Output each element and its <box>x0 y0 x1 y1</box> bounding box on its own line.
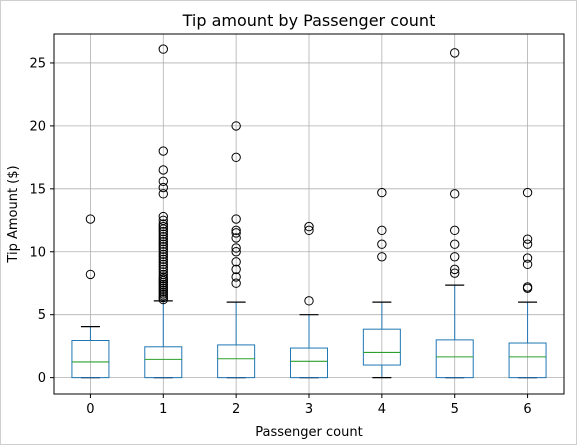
outlier-point <box>304 221 314 232</box>
outlier-point <box>450 239 460 249</box>
outlier-point <box>231 214 241 224</box>
outlier-point <box>158 165 168 175</box>
iqr-box <box>144 346 183 379</box>
outlier-point <box>158 182 168 193</box>
box-group <box>362 187 401 379</box>
outlier-point <box>158 229 168 239</box>
outlier-point <box>158 249 168 259</box>
outlier-point <box>158 234 168 244</box>
outlier-point <box>450 252 460 262</box>
outlier-point <box>231 264 241 275</box>
outlier-point <box>158 215 168 225</box>
outlier-point <box>231 257 241 267</box>
box-group <box>217 121 256 379</box>
outlier-point <box>158 221 168 232</box>
outlier-point <box>522 239 533 249</box>
outlier-point <box>231 247 241 257</box>
outlier-point <box>377 239 387 249</box>
outlier-point <box>158 257 168 267</box>
iqr-box <box>435 339 474 379</box>
y-tick-label: 20 <box>29 119 46 134</box>
x-tick-label: 5 <box>451 402 459 417</box>
outlier-point <box>377 187 387 198</box>
outlier-point <box>522 187 533 198</box>
outlier-point <box>85 269 96 280</box>
outlier-point <box>158 254 168 265</box>
outlier-point <box>231 225 241 236</box>
boxplot-series <box>71 44 547 379</box>
outlier-point <box>158 189 168 199</box>
outlier-point <box>158 269 168 280</box>
iqr-box <box>508 342 547 379</box>
iqr-box <box>217 344 256 379</box>
iqr-box <box>71 340 110 379</box>
box-group <box>435 48 474 379</box>
y-tick-label: 25 <box>29 56 46 71</box>
outlier-point <box>158 146 168 156</box>
x-tick-label: 2 <box>232 402 240 417</box>
outlier-point <box>231 233 241 243</box>
outlier-point <box>158 264 168 275</box>
outlier-point <box>450 189 460 199</box>
outlier-point <box>158 242 168 252</box>
x-tick-label: 1 <box>159 402 167 417</box>
outlier-point <box>304 225 314 236</box>
outlier-point <box>450 48 460 58</box>
outlier-point <box>158 247 168 257</box>
iqr-box <box>362 328 401 366</box>
x-tick-label: 6 <box>523 402 531 417</box>
outlier-point <box>377 225 387 236</box>
outlier-point <box>158 236 168 247</box>
outlier-point <box>231 152 241 163</box>
outlier-point <box>522 234 533 244</box>
outlier-point <box>231 228 241 238</box>
outlier-point <box>522 282 533 292</box>
outlier-point <box>450 268 460 278</box>
x-tick-label: 4 <box>378 402 386 417</box>
outlier-point <box>158 267 168 277</box>
axes: 0 5 10 15 20 25 0 1 2 3 4 5 6 <box>29 56 531 417</box>
box-group <box>508 187 547 379</box>
y-tick-label: 0 <box>38 371 46 386</box>
outlier-point <box>231 272 241 282</box>
outlier-point <box>231 121 241 131</box>
outlier-point <box>158 262 168 272</box>
outlier-point <box>85 214 96 224</box>
y-tick-label: 15 <box>29 182 46 197</box>
outlier-point <box>158 252 168 262</box>
outlier-point <box>450 225 460 236</box>
box-group <box>71 214 110 379</box>
box-group <box>290 221 328 379</box>
outlier-point <box>158 244 168 254</box>
outlier-point <box>304 296 314 306</box>
outlier-point <box>158 176 168 186</box>
outlier-point <box>450 264 460 275</box>
x-tick-label: 0 <box>86 402 94 417</box>
y-axis-label: Tip Amount ($) <box>6 165 21 263</box>
outlier-point <box>158 231 168 242</box>
chart-title: Tip amount by Passenger count <box>182 11 436 30</box>
x-axis-label: Passenger count <box>255 425 362 440</box>
y-tick-label: 5 <box>38 308 46 323</box>
box-group <box>144 44 183 379</box>
outlier-point <box>377 252 387 262</box>
outlier-point <box>158 219 168 229</box>
outlier-point <box>158 239 168 249</box>
outlier-point <box>158 44 168 54</box>
iqr-box <box>290 347 328 379</box>
outlier-point <box>158 272 168 282</box>
y-tick-label: 10 <box>29 245 46 260</box>
x-tick-label: 3 <box>305 402 313 417</box>
outlier-point <box>522 259 533 270</box>
outlier-point <box>158 259 168 270</box>
outlier-point <box>231 278 241 288</box>
outlier-point <box>522 253 533 263</box>
outlier-point <box>158 211 168 222</box>
outlier-point <box>158 226 168 237</box>
outlier-point <box>231 243 241 253</box>
